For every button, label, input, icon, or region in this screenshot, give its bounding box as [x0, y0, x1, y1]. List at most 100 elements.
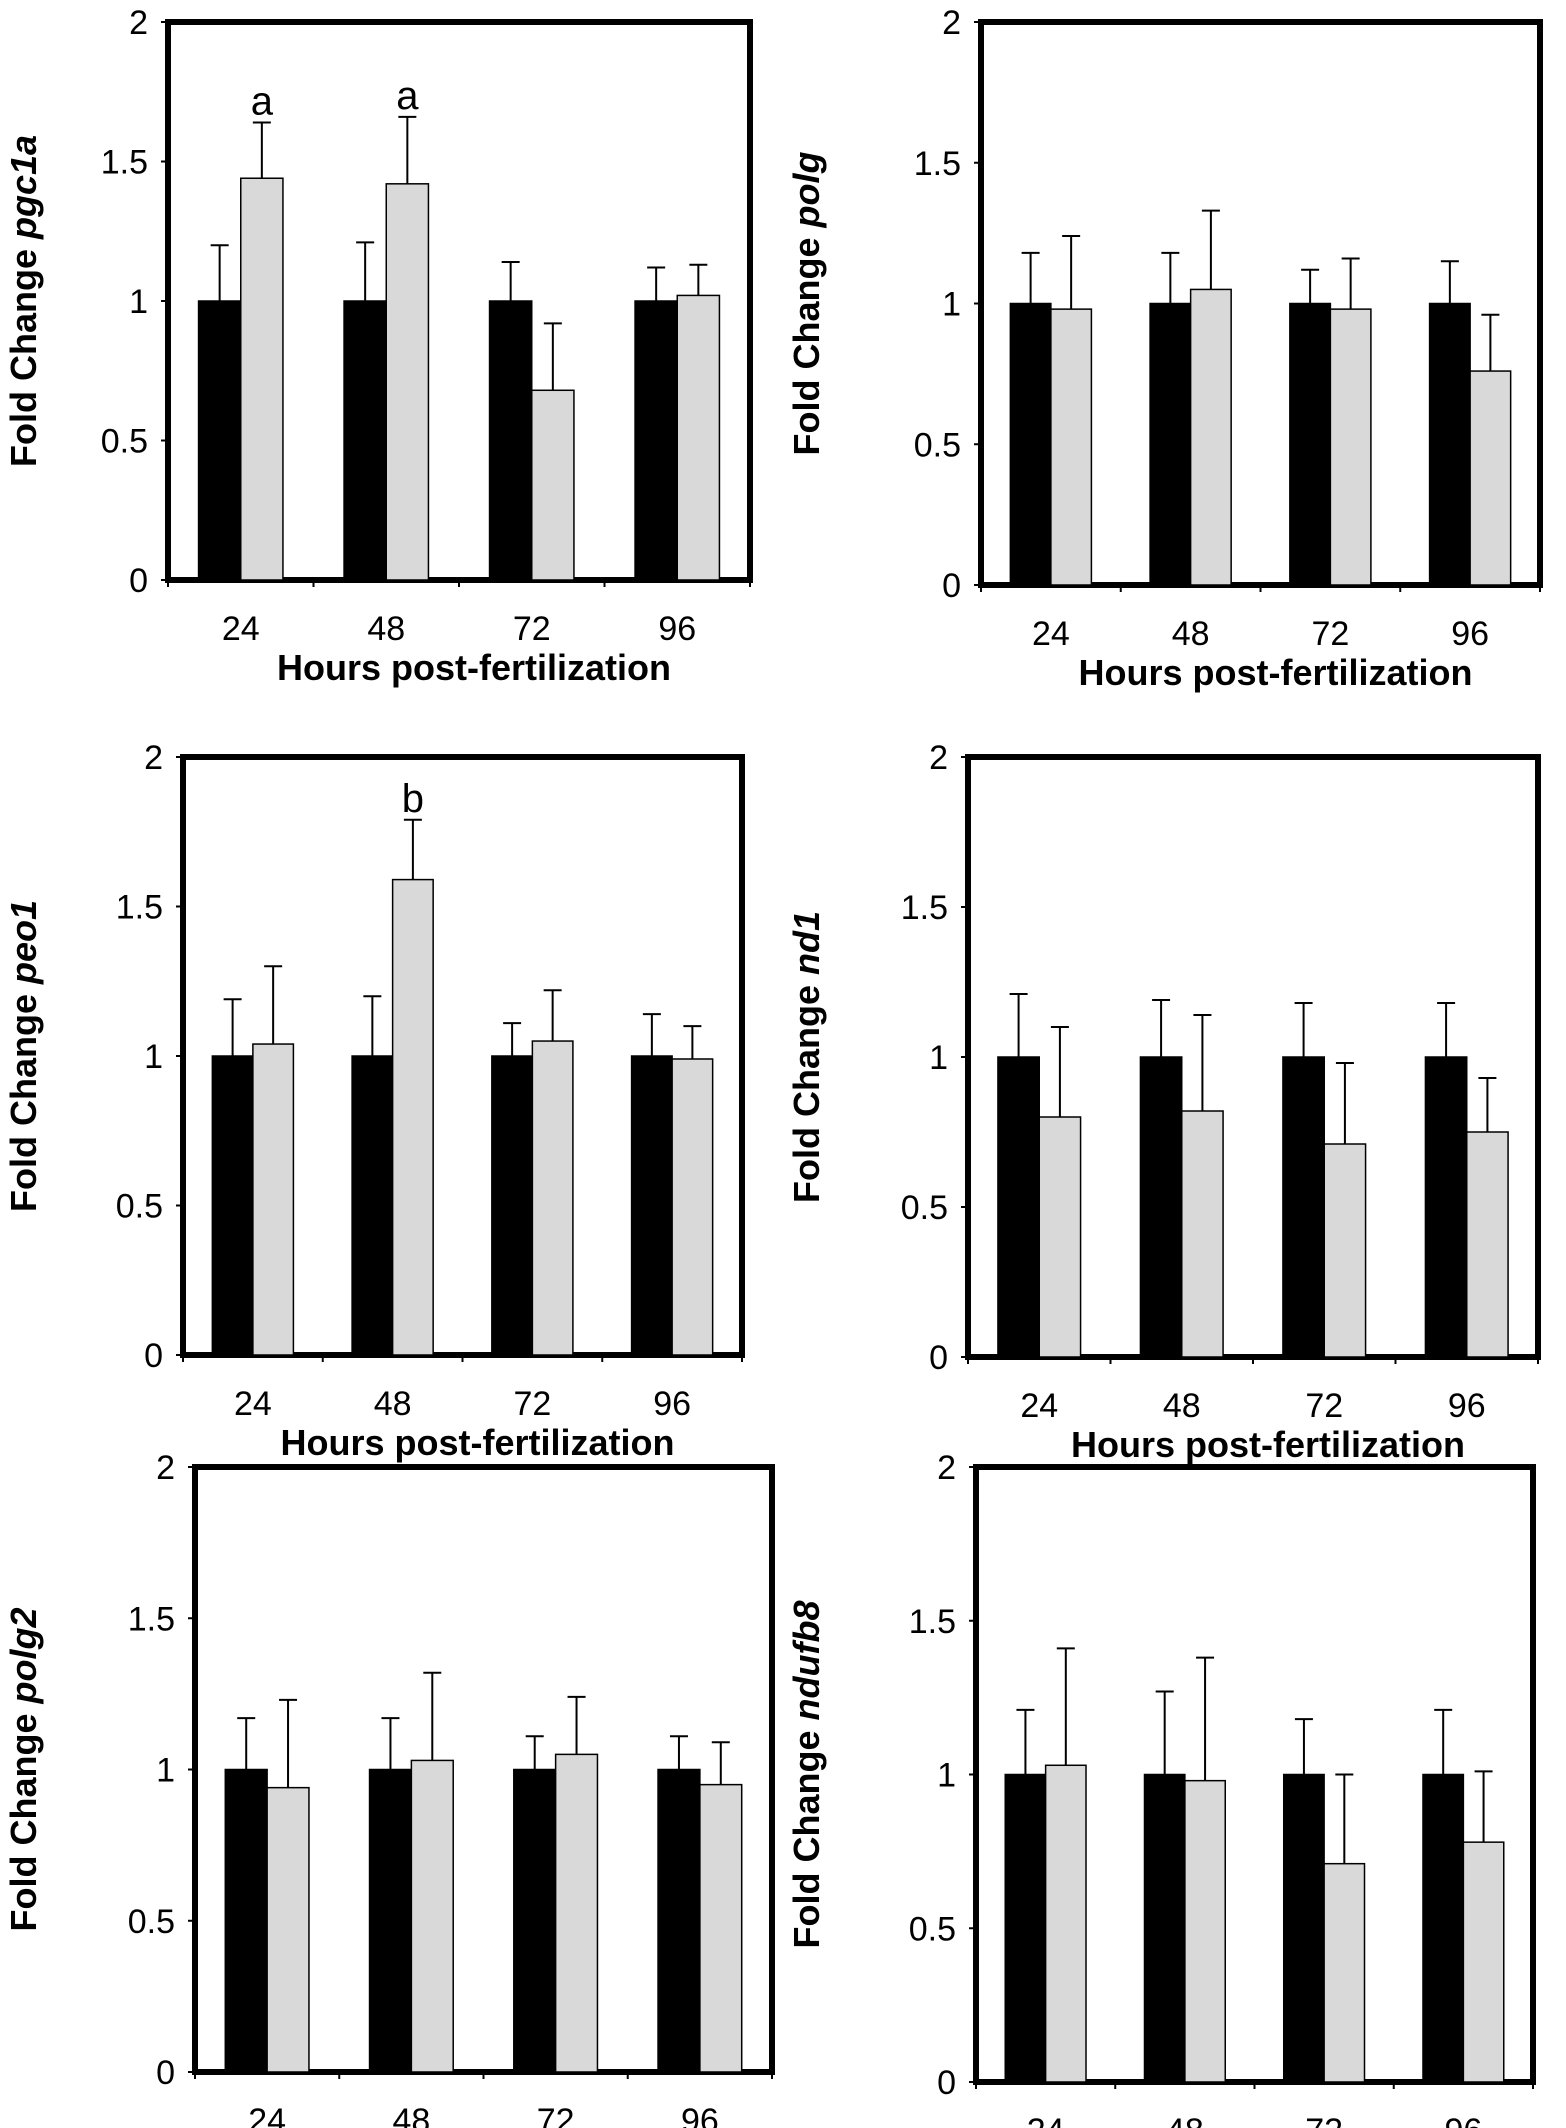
- bar-treated: [252, 1043, 295, 1356]
- bar-control: [630, 1055, 673, 1356]
- bar-treated: [1181, 1110, 1224, 1358]
- y-axis-title-gene: ndufb8: [786, 1601, 827, 1721]
- bar-control: [1149, 302, 1192, 586]
- bar-treated: [1466, 1131, 1509, 1358]
- bar-treated: [671, 1058, 714, 1356]
- y-axis-title: Fold Change nd1: [786, 911, 827, 1203]
- bar-treated: [385, 183, 430, 581]
- y-axis-title-prefix: Fold Change: [786, 227, 827, 455]
- x-tick-label: 48: [1172, 615, 1210, 653]
- x-axis-title: Hours post-fertilization: [281, 1422, 675, 1463]
- bar-control: [368, 1768, 413, 2073]
- bar-treated: [531, 1040, 574, 1356]
- bar-control: [634, 300, 678, 581]
- y-axis-title-prefix: Fold Change: [3, 984, 44, 1212]
- bar-control: [1143, 1773, 1186, 2083]
- y-axis-title-gene: polg: [786, 152, 827, 229]
- y-axis-title: Fold Change pgc1a: [3, 135, 44, 467]
- y-axis-title-gene: peo1: [3, 900, 44, 985]
- y-tick-label: 1: [156, 1752, 175, 1790]
- bar-control: [1009, 302, 1052, 586]
- x-tick-label: 24: [222, 610, 260, 648]
- significance-letter: a: [251, 79, 274, 123]
- x-tick-label: 24: [1027, 2112, 1065, 2128]
- x-tick-label: 24: [1032, 615, 1070, 653]
- chart-panel-peo1: 0 0.5 1 1.5 2 24 48 72 96 b Hours post-fertilizati…: [3, 739, 745, 1463]
- bar-treated: [531, 389, 575, 581]
- bar-treated: [554, 1753, 599, 2073]
- y-axis-title-prefix: Fold Change: [3, 239, 44, 467]
- bar-control: [1282, 1773, 1325, 2083]
- bar-treated: [1329, 308, 1372, 586]
- bar-control: [1289, 302, 1332, 586]
- bar-treated: [410, 1759, 454, 2073]
- bar-treated: [1044, 1764, 1087, 2083]
- bar-control: [1424, 1056, 1468, 1358]
- y-tick-label: 0: [937, 2064, 956, 2102]
- x-tick-label: 72: [1305, 1387, 1343, 1425]
- y-tick-label: 0: [129, 562, 148, 600]
- y-tick-label: 1.5: [901, 889, 948, 927]
- y-tick-label: 2: [937, 1449, 956, 1487]
- y-tick-label: 1.5: [909, 1603, 956, 1641]
- bar-treated: [266, 1786, 310, 2073]
- bar-treated: [1050, 308, 1093, 586]
- y-tick-label: 1: [144, 1038, 163, 1076]
- y-tick-label: 0.5: [909, 1910, 956, 1948]
- x-tick-label: 96: [1448, 1387, 1486, 1425]
- y-tick-label: 2: [144, 739, 163, 777]
- y-tick-label: 1.5: [116, 889, 163, 927]
- y-axis-title-gene: nd1: [786, 911, 827, 975]
- bar-treated: [1323, 1862, 1366, 2083]
- bar-treated: [391, 878, 434, 1356]
- bar-control: [343, 300, 387, 581]
- y-tick-label: 0.5: [101, 423, 148, 461]
- y-axis-title-gene: polg2: [3, 1608, 44, 1705]
- y-tick-label: 0: [156, 2054, 175, 2092]
- x-tick-label: 24: [234, 1385, 272, 1423]
- bar-treated: [1323, 1143, 1367, 1358]
- x-tick-label: 48: [367, 610, 405, 648]
- bar-treated: [1189, 288, 1232, 586]
- x-tick-label: 72: [513, 610, 551, 648]
- x-tick-label: 24: [248, 2102, 286, 2128]
- chart-panel-pgc1a: 0 0.5 1 1.5 2 24 48 72 96 a a Hours post-fertilizat…: [3, 4, 753, 688]
- bar-control: [491, 1055, 534, 1356]
- y-axis-title-prefix: Fold Change: [786, 1720, 827, 1948]
- x-axis-title: Hours post-fertilization: [1071, 1424, 1465, 1465]
- y-tick-label: 1: [937, 1757, 956, 1795]
- y-axis-title: Fold Change polg: [786, 152, 827, 456]
- y-tick-label: 1: [942, 286, 961, 324]
- y-tick-label: 1: [929, 1039, 948, 1077]
- bar-control: [351, 1055, 394, 1356]
- bar-control: [1422, 1773, 1465, 2083]
- bar-treated: [1462, 1841, 1505, 2083]
- x-axis-title: Hours post-fertilization: [277, 647, 671, 688]
- x-tick-label: 48: [374, 1385, 412, 1423]
- x-tick-label: 72: [1311, 615, 1349, 653]
- y-tick-label: 2: [942, 4, 961, 42]
- bar-control: [1282, 1056, 1325, 1358]
- bar-control: [513, 1768, 557, 2073]
- y-axis-title: Fold Change peo1: [3, 900, 44, 1212]
- y-tick-label: 0: [942, 567, 961, 605]
- y-axis-title-prefix: Fold Change: [786, 975, 827, 1203]
- y-axis-title-prefix: Fold Change: [3, 1704, 44, 1932]
- bar-control: [224, 1768, 268, 2073]
- y-axis-title-gene: pgc1a: [3, 135, 44, 240]
- x-tick-label: 72: [537, 2102, 575, 2128]
- y-tick-label: 2: [156, 1449, 175, 1487]
- bar-control: [211, 1055, 254, 1356]
- x-tick-label: 48: [1163, 1387, 1201, 1425]
- y-tick-label: 1.5: [128, 1600, 175, 1638]
- x-axis-title: Hours post-fertilization: [1079, 652, 1473, 693]
- y-axis-title: Fold Change polg2: [3, 1608, 44, 1932]
- y-tick-label: 0.5: [914, 426, 961, 464]
- bar-control: [488, 300, 533, 581]
- y-tick-label: 1.5: [914, 145, 961, 183]
- x-tick-label: 96: [653, 1385, 691, 1423]
